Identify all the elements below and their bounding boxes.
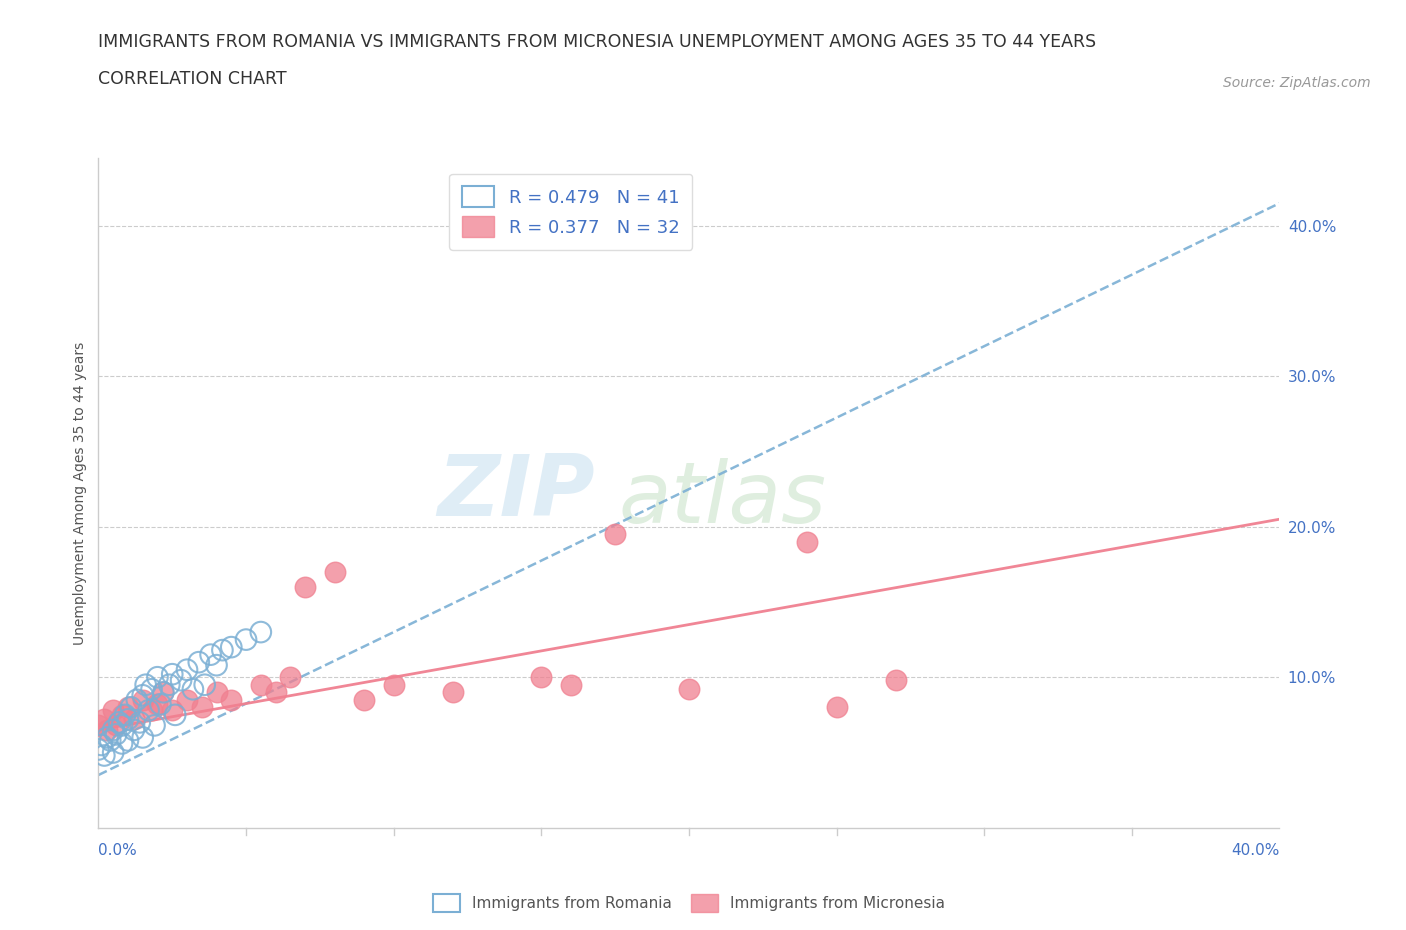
Point	[117, 700, 139, 715]
Point	[122, 712, 145, 727]
Point	[678, 682, 700, 697]
Point	[141, 703, 163, 718]
Point	[98, 733, 121, 748]
Point	[162, 667, 183, 682]
Point	[103, 745, 125, 760]
Point	[264, 684, 287, 699]
Point	[146, 697, 169, 711]
Point	[353, 692, 375, 707]
Point	[105, 727, 128, 742]
Point	[135, 677, 157, 692]
Point	[93, 712, 115, 727]
Point	[117, 712, 139, 727]
Point	[605, 526, 627, 541]
Point	[157, 677, 180, 692]
Point	[825, 700, 848, 715]
Point	[90, 737, 112, 752]
Point	[146, 670, 169, 684]
Text: ZIP: ZIP	[437, 451, 595, 535]
Point	[103, 703, 125, 718]
Point	[560, 677, 582, 692]
Point	[117, 733, 139, 748]
Point	[441, 684, 464, 699]
Point	[170, 672, 193, 687]
Point	[132, 692, 155, 707]
Point	[205, 658, 228, 672]
Point	[132, 730, 155, 745]
Text: IMMIGRANTS FROM ROMANIA VS IMMIGRANTS FROM MICRONESIA UNEMPLOYMENT AMONG AGES 35: IMMIGRANTS FROM ROMANIA VS IMMIGRANTS FR…	[98, 33, 1097, 50]
Point	[87, 718, 110, 733]
Point	[125, 692, 148, 707]
Point	[103, 723, 125, 737]
Text: atlas: atlas	[619, 458, 827, 541]
Text: 40.0%: 40.0%	[1232, 844, 1279, 858]
Text: CORRELATION CHART: CORRELATION CHART	[98, 70, 287, 87]
Point	[278, 670, 302, 684]
Point	[219, 640, 242, 655]
Point	[132, 688, 155, 703]
Point	[205, 684, 228, 699]
Point	[219, 692, 242, 707]
Point	[165, 708, 187, 723]
Point	[530, 670, 553, 684]
Point	[211, 643, 233, 658]
Point	[181, 682, 204, 697]
Point	[114, 708, 136, 723]
Point	[884, 672, 907, 687]
Point	[111, 736, 134, 751]
Legend: R = 0.479   N = 41, R = 0.377   N = 32: R = 0.479 N = 41, R = 0.377 N = 32	[450, 174, 692, 250]
Point	[194, 677, 217, 692]
Point	[96, 723, 118, 737]
Point	[120, 700, 142, 715]
Point	[122, 723, 145, 737]
Point	[152, 684, 174, 699]
Point	[162, 703, 183, 718]
Point	[796, 535, 818, 550]
Point	[105, 718, 128, 733]
Point	[96, 730, 118, 745]
Point	[176, 692, 198, 707]
Point	[323, 565, 346, 579]
Point	[108, 715, 131, 730]
Point	[176, 662, 198, 677]
Point	[250, 625, 273, 640]
Point	[149, 697, 172, 711]
Point	[138, 703, 160, 718]
Point	[111, 708, 134, 723]
Point	[187, 655, 209, 670]
Point	[152, 684, 174, 699]
Point	[141, 682, 163, 697]
Point	[250, 677, 273, 692]
Point	[128, 715, 150, 730]
Point	[111, 718, 134, 733]
Point	[235, 632, 257, 647]
Y-axis label: Unemployment Among Ages 35 to 44 years: Unemployment Among Ages 35 to 44 years	[73, 341, 87, 644]
Text: Source: ZipAtlas.com: Source: ZipAtlas.com	[1223, 76, 1371, 90]
Point	[143, 718, 166, 733]
Point	[200, 647, 222, 662]
Point	[93, 748, 115, 763]
Point	[294, 579, 316, 594]
Point	[382, 677, 405, 692]
Point	[87, 742, 110, 757]
Text: 0.0%: 0.0%	[98, 844, 138, 858]
Point	[191, 700, 214, 715]
Legend: Immigrants from Romania, Immigrants from Micronesia: Immigrants from Romania, Immigrants from…	[426, 888, 952, 918]
